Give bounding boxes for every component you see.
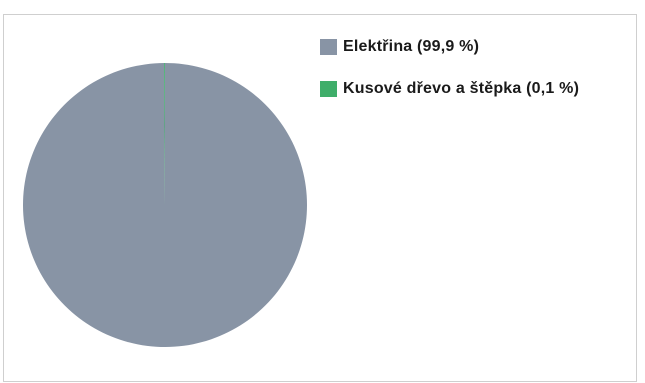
legend: Elektřina (99,9 %) Kusové dřevo a štěpka… bbox=[320, 38, 579, 122]
legend-item-drevo: Kusové dřevo a štěpka (0,1 %) bbox=[320, 80, 579, 98]
legend-label-drevo: Kusové dřevo a štěpka (0,1 %) bbox=[343, 80, 580, 97]
pie-slice-1 bbox=[164, 63, 165, 205]
legend-swatch-drevo bbox=[320, 81, 337, 97]
pie-slice-0 bbox=[23, 63, 308, 347]
legend-swatch-elektrina bbox=[320, 39, 337, 55]
legend-label-elektrina: Elektřina (99,9 %) bbox=[343, 38, 480, 55]
pie-chart bbox=[23, 63, 308, 347]
legend-item-elektrina: Elektřina (99,9 %) bbox=[320, 38, 579, 56]
